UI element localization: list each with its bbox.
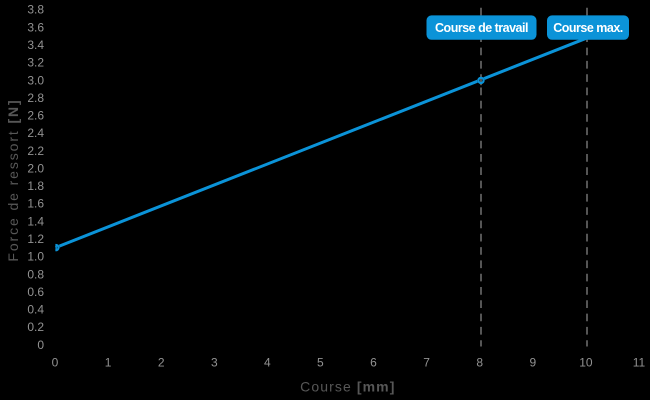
- svg-text:8: 8: [476, 356, 483, 370]
- svg-text:3.6: 3.6: [27, 20, 44, 34]
- svg-text:3.4: 3.4: [27, 38, 44, 52]
- svg-text:2.0: 2.0: [27, 162, 44, 176]
- svg-text:0.2: 0.2: [27, 320, 44, 334]
- svg-text:4: 4: [264, 356, 271, 370]
- svg-text:2.4: 2.4: [27, 126, 44, 140]
- svg-text:6: 6: [370, 356, 377, 370]
- svg-text:0.4: 0.4: [27, 303, 44, 317]
- svg-text:0.8: 0.8: [27, 267, 44, 281]
- svg-text:2.6: 2.6: [27, 109, 44, 123]
- svg-text:10: 10: [579, 356, 593, 370]
- svg-text:0: 0: [37, 338, 44, 352]
- svg-text:3: 3: [211, 356, 218, 370]
- svg-text:3.0: 3.0: [27, 73, 44, 87]
- svg-text:1.2: 1.2: [27, 232, 44, 246]
- svg-text:0: 0: [52, 356, 59, 370]
- svg-text:5: 5: [317, 356, 324, 370]
- svg-text:3.2: 3.2: [27, 56, 44, 70]
- svg-text:1.6: 1.6: [27, 197, 44, 211]
- svg-text:1.8: 1.8: [27, 179, 44, 193]
- svg-text:0.6: 0.6: [27, 285, 44, 299]
- svg-text:3.8: 3.8: [27, 3, 44, 17]
- svg-text:11: 11: [633, 356, 646, 370]
- svg-text:2.8: 2.8: [27, 91, 44, 105]
- svg-text:1.0: 1.0: [27, 250, 44, 264]
- svg-text:1: 1: [105, 356, 112, 370]
- svg-text:Course max.: Course max.: [553, 21, 623, 35]
- svg-text:9: 9: [529, 356, 536, 370]
- svg-text:7: 7: [423, 356, 430, 370]
- svg-text:Course [mm]: Course [mm]: [300, 379, 395, 395]
- svg-text:1.4: 1.4: [27, 214, 44, 228]
- svg-text:2: 2: [158, 356, 165, 370]
- svg-text:Course de travail: Course de travail: [435, 21, 528, 35]
- svg-text:2.2: 2.2: [27, 144, 44, 158]
- svg-text:Force de ressort [N]: Force de ressort [N]: [5, 98, 21, 261]
